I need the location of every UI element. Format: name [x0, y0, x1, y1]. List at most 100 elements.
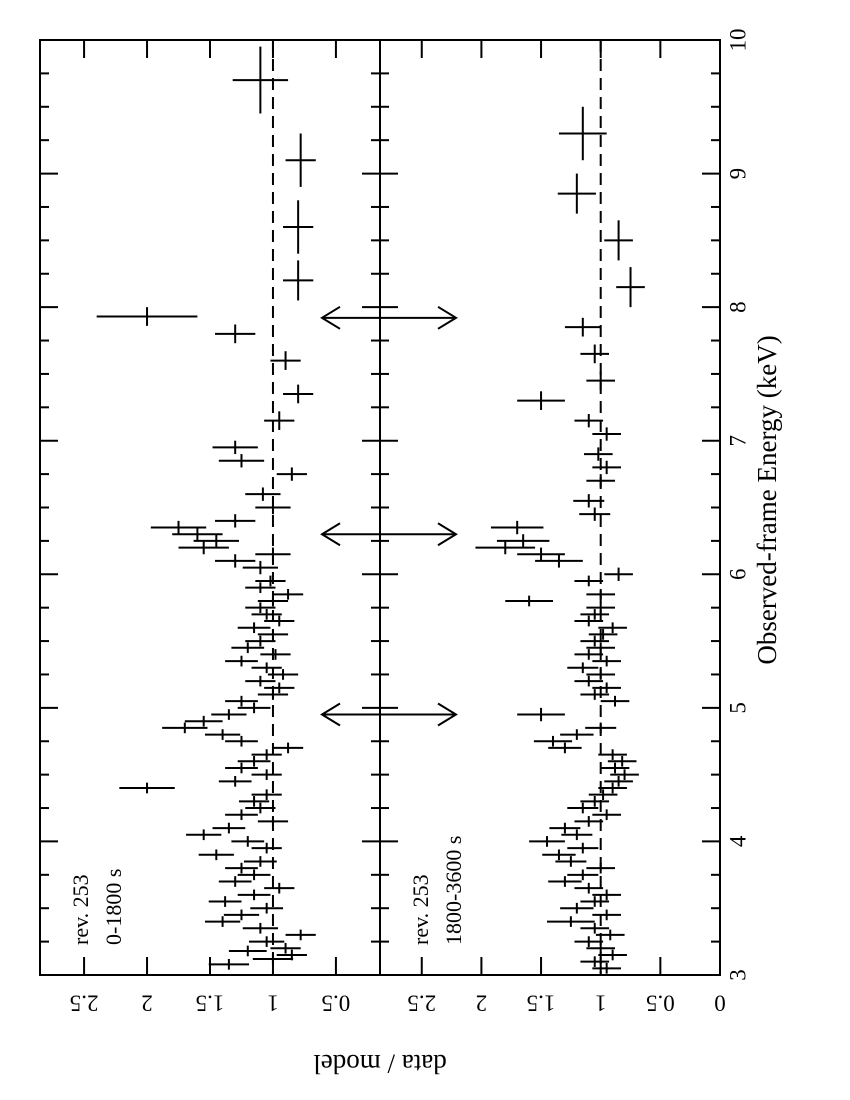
data-point: [260, 649, 291, 660]
data-point: [276, 467, 307, 481]
top-panel-ticks: [40, 39, 380, 976]
ratio-tick-label: 2.5: [407, 991, 436, 1016]
data-point: [255, 547, 291, 561]
data-point: [264, 411, 295, 431]
ratio-tick-label: 2: [141, 991, 153, 1016]
double-arrow: [320, 522, 458, 547]
data-point: [285, 929, 316, 941]
data-point: [580, 922, 610, 934]
data-point: [574, 816, 604, 827]
data-point: [232, 46, 289, 114]
data-point: [218, 775, 252, 787]
data-point: [505, 595, 553, 607]
data-point: [208, 958, 250, 970]
data-point: [580, 956, 610, 967]
ratio-tick-label: 2.5: [70, 991, 99, 1016]
data-point: [218, 876, 252, 887]
data-point: [598, 749, 627, 760]
data-point: [251, 789, 282, 801]
data-point: [231, 642, 265, 654]
data-point: [225, 862, 258, 874]
data-point: [204, 916, 241, 927]
ratio-tick-label: 1: [595, 991, 607, 1016]
ratio-tick-label: 1: [267, 991, 279, 1016]
data-point: [245, 582, 276, 593]
data-point: [585, 722, 617, 734]
data-point: [598, 949, 627, 961]
data-point: [580, 344, 610, 364]
data-point: [561, 829, 593, 841]
data-point: [580, 896, 610, 907]
data-point: [592, 909, 621, 921]
energy-axis-title: Observed-frame Energy (keV): [752, 335, 782, 664]
double-arrow: [320, 305, 458, 330]
data-point: [215, 324, 256, 344]
data-point: [517, 707, 565, 722]
ratio-tick-label: 0: [714, 991, 726, 1016]
data-point: [588, 789, 618, 801]
data-point: [588, 629, 618, 640]
data-point: [535, 554, 583, 568]
data-point: [245, 675, 276, 687]
data-point: [592, 655, 621, 667]
data-point: [215, 554, 256, 568]
energy-tick-label: 8: [725, 301, 750, 313]
data-point: [580, 796, 610, 807]
data-point: [218, 454, 265, 468]
data-point: [249, 936, 285, 947]
data-point: [548, 742, 582, 754]
data-point: [586, 474, 616, 488]
data-point: [490, 520, 544, 535]
data-point: [257, 629, 289, 640]
data-point: [242, 560, 278, 575]
data-point: [574, 936, 604, 947]
data-point: [567, 842, 599, 854]
data-point: [237, 702, 271, 714]
data-point: [96, 307, 198, 326]
bottom-panel-ticks: [380, 39, 721, 976]
data-point: [255, 575, 286, 587]
data-point: [237, 755, 271, 767]
data-point: [517, 547, 565, 561]
data-point: [238, 796, 270, 807]
data-point: [607, 755, 637, 767]
data-point: [592, 682, 621, 694]
data-point: [574, 882, 604, 894]
data-point: [184, 715, 223, 727]
top-panel-points: [96, 46, 316, 970]
data-point: [225, 762, 258, 774]
bottom-panel-points: [475, 106, 645, 974]
top-panel-tick-labels: 0.5 1 1.5 2 2.5: [70, 991, 351, 1016]
data-point: [283, 384, 314, 404]
data-point: [223, 909, 260, 921]
data-point: [225, 655, 258, 667]
data-point: [212, 822, 246, 834]
bottom-panel-tick-labels: 0 0.5 1 1.5 2 2.5: [407, 991, 725, 1016]
data-point: [586, 371, 616, 390]
data-point: [600, 695, 630, 707]
data-point: [237, 622, 271, 634]
data-point: [598, 622, 627, 634]
data-point: [270, 942, 301, 954]
data-point: [204, 729, 241, 740]
data-point: [231, 836, 265, 847]
data-point: [560, 729, 594, 740]
data-point: [595, 929, 625, 941]
energy-tick-label: 5: [725, 702, 750, 714]
data-point: [610, 769, 639, 780]
data-point: [592, 889, 621, 901]
data-point: [574, 615, 604, 627]
data-point: [586, 862, 616, 874]
ratio-tick-label: 2: [476, 991, 488, 1016]
data-point: [245, 487, 281, 501]
data-point: [547, 916, 595, 927]
data-point: [245, 635, 276, 647]
data-point: [584, 447, 613, 461]
data-point: [567, 869, 599, 881]
data-point: [616, 267, 645, 308]
data-point: [580, 689, 610, 700]
data-point: [580, 609, 610, 620]
data-point: [517, 391, 565, 410]
top-panel-label-line1: rev. 253: [68, 874, 93, 945]
data-point: [257, 595, 289, 607]
